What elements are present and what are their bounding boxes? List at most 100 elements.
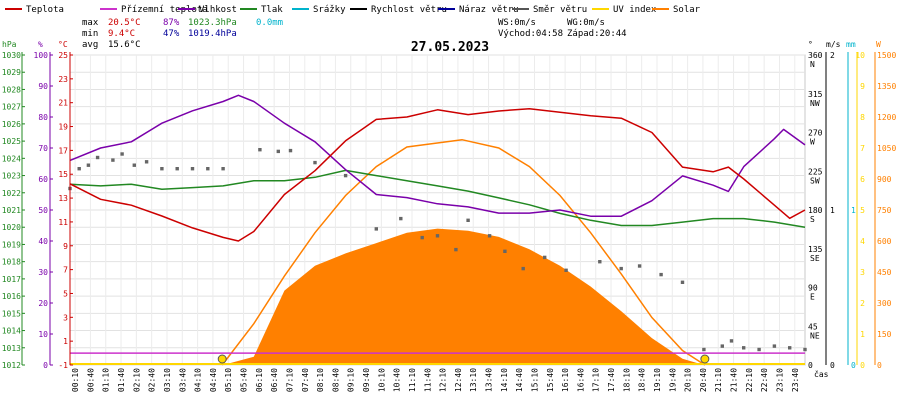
x-tick-label: 15:40 xyxy=(546,368,555,392)
x-tick-label: 19:10 xyxy=(653,368,662,392)
time-unit: čas xyxy=(814,369,829,379)
hpa-tick-label: 1014 xyxy=(2,327,21,336)
hpa-tick-label: 1019 xyxy=(2,240,21,249)
legend-label: Teplota xyxy=(26,5,64,15)
dir-compass-label: N xyxy=(810,60,815,69)
x-tick-label: 09:40 xyxy=(362,368,371,392)
wind-direction-point xyxy=(343,173,348,178)
celsius-unit: °C xyxy=(58,40,68,49)
w-tick-label: 300 xyxy=(877,299,892,308)
x-tick-label: 03:40 xyxy=(178,368,187,392)
pct-tick-label: 50 xyxy=(38,206,48,215)
x-tick-label: 10:40 xyxy=(393,368,402,392)
pct-unit: % xyxy=(38,40,43,49)
celsius-tick-label: 1 xyxy=(63,337,68,346)
wind-direction-point xyxy=(659,272,663,277)
x-tick-label: 13:40 xyxy=(485,368,494,392)
x-tick-label: 23:40 xyxy=(791,368,800,392)
pct-tick-label: 10 xyxy=(38,330,48,339)
solar-theoretical-line xyxy=(221,138,706,366)
ms-tick-label: 2 xyxy=(830,51,835,60)
dir-compass-label: SW xyxy=(810,176,820,185)
wind-direction-point xyxy=(258,148,262,152)
x-tick-label: 15:10 xyxy=(531,368,540,392)
hpa-tick-label: 1029 xyxy=(2,68,21,77)
stat-ws: WS:0m/s xyxy=(498,18,536,28)
legend-label: Rychlost větru xyxy=(371,5,447,15)
x-tick-label: 19:40 xyxy=(668,368,677,392)
x-tick-label: 03:10 xyxy=(163,368,172,392)
hpa-tick-label: 1020 xyxy=(2,223,21,232)
dir-compass-label: NE xyxy=(810,331,820,340)
hpa-tick-label: 1022 xyxy=(2,189,21,198)
series-lines xyxy=(69,94,806,365)
stats-block: max 20.5°C 87% 1023.3hPa 0.0mm min 9.4°C… xyxy=(82,18,627,50)
dir-compass-label: SE xyxy=(810,254,820,263)
celsius-tick-label: 17 xyxy=(58,146,68,155)
dir-tick-label: 135 xyxy=(808,245,823,254)
ms-tick-label: 0 xyxy=(830,361,835,370)
wind-direction-point xyxy=(454,247,458,252)
celsius-tick-label: 9 xyxy=(63,242,68,251)
x-tick-label: 02:40 xyxy=(148,368,157,392)
x-tick-label: 01:10 xyxy=(102,368,111,392)
mm-unit: mm xyxy=(846,40,856,49)
x-tick-label: 07:40 xyxy=(301,368,310,392)
hpa-tick-label: 1018 xyxy=(2,258,21,267)
x-tick-label: 16:10 xyxy=(561,368,570,392)
dir-compass-label: NW xyxy=(810,99,820,108)
hpa-tick-label: 1023 xyxy=(2,172,21,181)
wind-direction-point xyxy=(598,260,602,264)
pressure-line xyxy=(69,169,806,228)
x-tick-label: 21:40 xyxy=(730,368,739,392)
dir-compass-label: E xyxy=(810,293,815,302)
wind-direction-point xyxy=(543,255,547,260)
stat-max-temp: 20.5°C xyxy=(108,18,141,28)
x-tick-label: 00:10 xyxy=(71,368,80,392)
wind-direction-point xyxy=(680,280,685,284)
x-tick-label: 11:10 xyxy=(408,368,417,392)
x-tick-label: 12:10 xyxy=(439,368,448,392)
stat-min-press: 1019.4hPa xyxy=(188,29,237,39)
legend-label: Náraz větru xyxy=(459,5,519,15)
x-tick-label: 13:10 xyxy=(469,368,478,392)
wind-direction-point xyxy=(276,149,280,154)
w-tick-label: 1350 xyxy=(877,82,896,91)
wind-direction-point xyxy=(521,266,525,271)
hpa-tick-label: 1015 xyxy=(2,309,21,318)
celsius-tick-label: 23 xyxy=(58,75,68,84)
x-tick-label: 10:10 xyxy=(377,368,386,392)
sun-marker xyxy=(217,354,227,364)
wind-direction-point xyxy=(742,346,746,350)
humidity-line xyxy=(69,94,806,217)
wind-direction-point xyxy=(435,234,440,238)
mm-tick-label: 1 xyxy=(851,206,856,215)
legend-label: UV index xyxy=(613,5,657,15)
pct-tick-label: 70 xyxy=(38,144,48,153)
celsius-tick-label: 7 xyxy=(63,266,68,275)
stat-max-label: max xyxy=(82,18,99,28)
hpa-tick-label: 1017 xyxy=(2,275,21,284)
wind-direction-point xyxy=(111,158,115,162)
axes: 1030102910281027102610251024102310221021… xyxy=(2,51,897,392)
x-tick-label: 08:40 xyxy=(331,368,340,392)
wind-direction-point xyxy=(637,264,642,268)
w-unit: W xyxy=(876,40,881,49)
w-tick-label: 0 xyxy=(877,361,882,370)
uv-tick-label: 2 xyxy=(860,299,865,308)
wind-direction-point xyxy=(772,344,777,348)
wind-direction-point xyxy=(466,218,470,222)
dir-tick-label: 90 xyxy=(808,284,818,293)
grid xyxy=(69,54,806,366)
uv-tick-label: 0 xyxy=(860,361,865,370)
stat-max-press: 1023.3hPa xyxy=(188,18,237,28)
hpa-unit: hPa xyxy=(2,40,17,49)
x-tick-label: 22:10 xyxy=(745,368,754,392)
x-tick-label: 02:10 xyxy=(132,368,141,392)
stat-wg: WG:0m/s xyxy=(567,18,605,28)
x-tick-label: 20:10 xyxy=(684,368,693,392)
wind-direction-point xyxy=(190,167,195,171)
wind-direction-point xyxy=(702,347,706,352)
solar-layer xyxy=(221,138,706,366)
celsius-tick-label: 25 xyxy=(58,51,68,60)
